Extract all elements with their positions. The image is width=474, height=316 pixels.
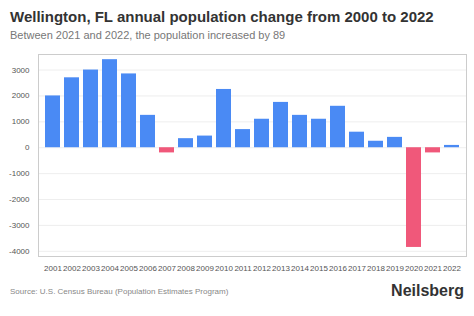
html-text:Source: U.S. Census Bureau (Po: Source: U.S. Census Bureau (Population E… (10, 286, 229, 296)
svg-text:2014: 2014 (291, 264, 309, 273)
html-text:Neilsberg: Neilsberg (391, 282, 464, 299)
svg-text:2008: 2008 (177, 264, 195, 273)
html-text:Wellington, FL annual populati: Wellington, FL annual population change … (10, 8, 434, 25)
svg-text:0: 0 (25, 143, 30, 152)
svg-text:3000: 3000 (12, 66, 30, 75)
svg-text:2013: 2013 (272, 264, 290, 273)
svg-text:2016: 2016 (329, 264, 347, 273)
svg-text:2018: 2018 (367, 264, 385, 273)
html-text:Between 2021 and 2022, the pop: Between 2021 and 2022, the population in… (10, 29, 286, 41)
svg-text:2020: 2020 (405, 264, 423, 273)
svg-text:-2000: -2000 (9, 195, 30, 204)
svg-text:2001: 2001 (44, 264, 62, 273)
svg-text:-1000: -1000 (9, 169, 30, 178)
svg-text:2017: 2017 (348, 264, 366, 273)
svg-text:-3000: -3000 (9, 221, 30, 230)
svg-text:2002: 2002 (63, 264, 81, 273)
svg-text:2004: 2004 (101, 264, 119, 273)
svg-text:2006: 2006 (139, 264, 157, 273)
svg-text:2003: 2003 (82, 264, 100, 273)
svg-text:2000: 2000 (12, 91, 30, 100)
svg-text:2005: 2005 (120, 264, 138, 273)
svg-text:2011: 2011 (234, 264, 252, 273)
svg-text:1000: 1000 (12, 117, 30, 126)
svg-text:2007: 2007 (158, 264, 176, 273)
svg-text:2012: 2012 (253, 264, 271, 273)
svg-text:2021: 2021 (424, 264, 442, 273)
svg-text:-4000: -4000 (9, 247, 30, 256)
svg-text:2015: 2015 (310, 264, 328, 273)
svg-text:2019: 2019 (386, 264, 404, 273)
svg-text:2010: 2010 (215, 264, 233, 273)
svg-text:2009: 2009 (196, 264, 214, 273)
svg-text:2022: 2022 (443, 264, 461, 273)
